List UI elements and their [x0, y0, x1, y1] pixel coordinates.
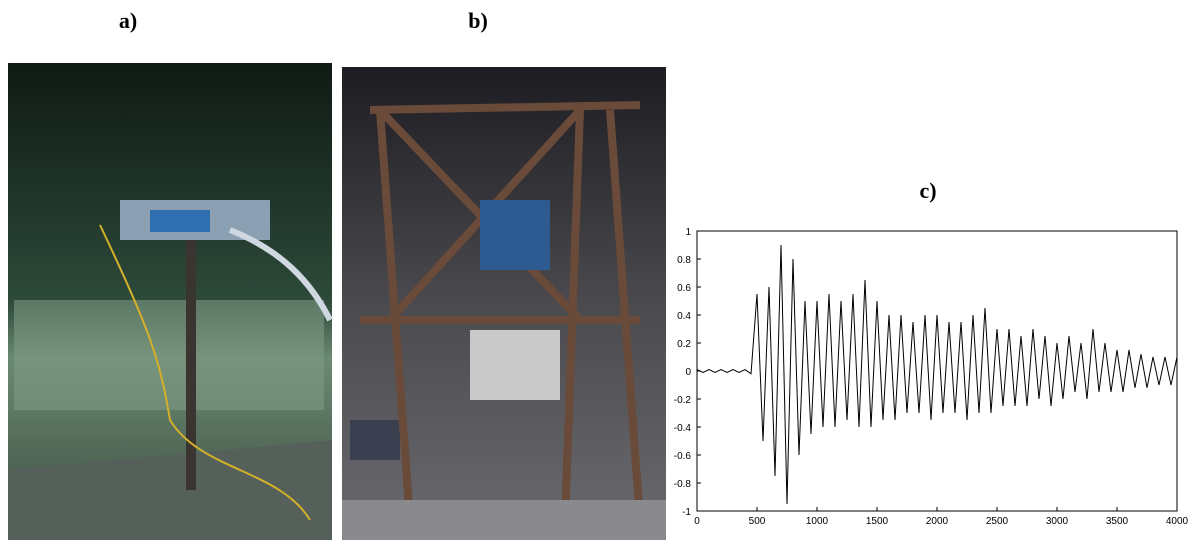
- x-tick-label: 1000: [806, 516, 829, 527]
- plot: 0 500 1000 1500 2000 2500 3000 3500 4000 -1 -0.8 -0…: [674, 227, 1189, 527]
- photo-a: [8, 63, 333, 540]
- plot-frame: [696, 230, 1178, 512]
- photo-b: [342, 67, 666, 540]
- y-tick-label: -0.8: [674, 479, 692, 490]
- x-tick-label: 3500: [1106, 516, 1129, 527]
- x-tick-label: 3000: [1046, 516, 1069, 527]
- x-tick-label: 1500: [866, 516, 889, 527]
- chart-title: c): [919, 178, 936, 203]
- signal-line: [696, 244, 1178, 505]
- x-tick-label: 2000: [926, 516, 949, 527]
- y-tick-label: -0.2: [674, 395, 692, 406]
- x-tick-label: 2500: [986, 516, 1009, 527]
- y-tick-label: -0.6: [674, 451, 692, 462]
- x-tick-label: 500: [749, 516, 766, 527]
- x-tick-label: 4000: [1166, 516, 1189, 527]
- y-tick-label: 0: [685, 367, 691, 378]
- panel-label: a): [119, 8, 137, 33]
- y-tick-label: -1: [682, 507, 691, 518]
- x-tick-label: 0: [694, 516, 700, 527]
- y-tick-label: 0.8: [677, 255, 691, 266]
- y-tick-label: 1: [685, 227, 691, 238]
- panel-label: b): [468, 8, 488, 33]
- y-tick-label: 0.6: [677, 283, 691, 294]
- y-tick-label: -0.4: [674, 423, 692, 434]
- y-tick-label: 0.4: [677, 311, 691, 322]
- y-tick-label: 0.2: [677, 339, 691, 350]
